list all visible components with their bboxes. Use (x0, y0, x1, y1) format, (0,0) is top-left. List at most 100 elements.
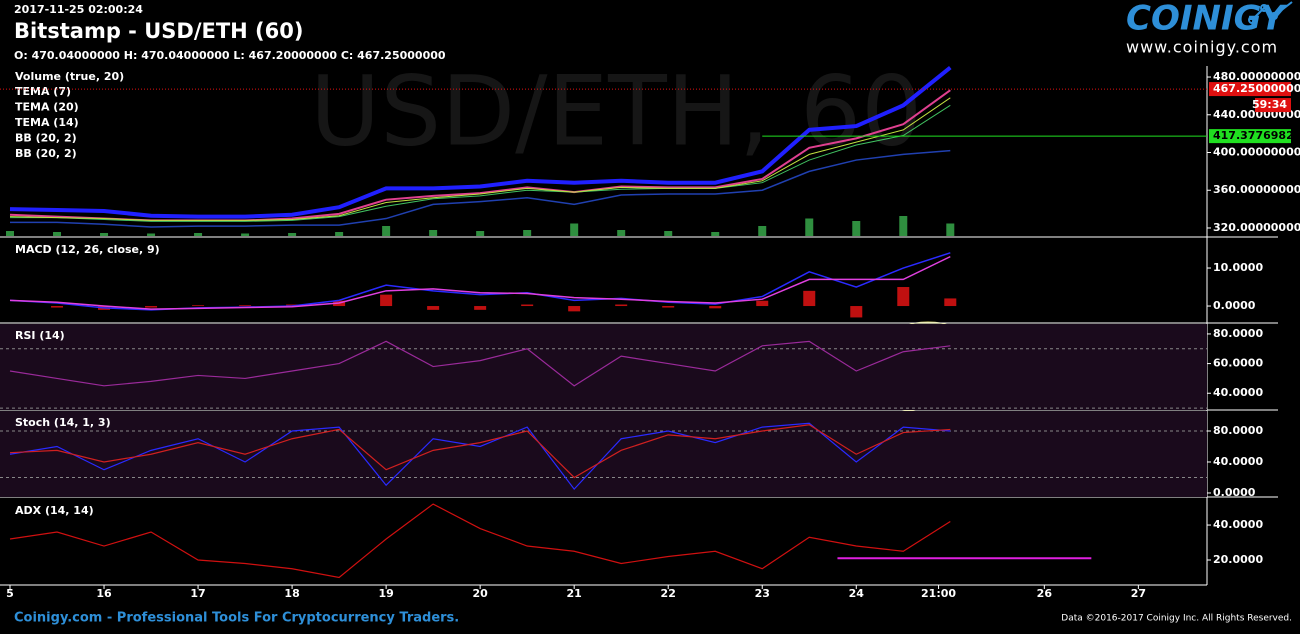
logo-url: www.coinigy.com (1126, 38, 1278, 57)
volume-bar (946, 223, 955, 236)
y-tick-label: 80.0000 (1213, 424, 1263, 437)
last-price-tag (1209, 82, 1291, 97)
y-tick-label: 40.0000 (1213, 386, 1263, 399)
y-tick-label: 480.00000000 (1213, 70, 1300, 83)
y-tick-label: 40.0000 (1213, 455, 1263, 468)
logo-icon (1248, 1, 1293, 24)
panel-title: RSI (14) (15, 329, 65, 342)
volume-bar (570, 223, 579, 236)
x-tick-label: 26 (1037, 587, 1053, 600)
ohlc: O: 470.04000000 H: 470.04000000 L: 467.2… (14, 49, 446, 62)
volume-bar (53, 232, 62, 236)
panel-title: Stoch (14, 1, 3) (15, 416, 111, 429)
footer-right: Data ©2016-2017 Coinigy Inc. All Rights … (1061, 614, 1292, 624)
volume-bar (664, 231, 673, 236)
histogram-bar (662, 306, 675, 308)
histogram-bar (568, 306, 581, 312)
histogram-bar (286, 304, 299, 307)
histogram-bar (709, 306, 722, 309)
histogram-bar (850, 306, 863, 318)
volume-bar (382, 226, 391, 236)
volume-bar (288, 233, 297, 236)
x-tick-label: 5 (6, 587, 14, 600)
legend-label: TEMA (14) (15, 116, 79, 129)
legend-label: BB (20, 2) (15, 147, 77, 160)
x-tick-label: 23 (755, 587, 770, 600)
y-tick-label: 360.00000000 (1213, 183, 1300, 196)
page-title: Bitstamp - USD/ETH (60) (14, 19, 303, 43)
legend-label: BB (20, 2) (15, 132, 77, 145)
oscillator-line (9, 424, 951, 479)
legend-label: TEMA (20) (15, 101, 79, 114)
histogram-bar (380, 294, 393, 307)
x-tick-label: 24 (849, 587, 865, 600)
oscillator-line (9, 503, 951, 579)
y-tick-label: 10.0000 (1213, 261, 1263, 274)
price-line-tag (1209, 129, 1291, 144)
y-tick-label: 60.0000 (1213, 357, 1263, 370)
volume-bar (429, 230, 438, 236)
legend-label: Volume (true, 20) (15, 70, 124, 83)
last-price-label: 467.25000000 (1213, 82, 1300, 95)
y-tick-label: 20.0000 (1213, 553, 1263, 566)
legend-label: TEMA (7) (15, 85, 71, 98)
indicator-line (10, 104, 951, 222)
panel-background (0, 411, 1207, 497)
logo-name: COINIGY (1126, 0, 1288, 39)
histogram-bar (427, 306, 440, 310)
signal-line (9, 255, 951, 310)
histogram-bar (803, 290, 816, 307)
volume-bar (805, 218, 814, 236)
y-tick-label: 40.0000 (1213, 518, 1263, 531)
y-tick-label: 0.0000 (1213, 299, 1256, 312)
histogram-bar (474, 306, 487, 310)
y-tick-label: 80.0000 (1213, 327, 1263, 340)
price-line-label: 417.37769829 (1213, 129, 1300, 142)
y-tick-label: 320.00000000 (1213, 221, 1300, 234)
histogram-bar (944, 298, 957, 307)
countdown: 59:34 (1252, 98, 1287, 111)
volume-bar (899, 216, 908, 236)
y-tick-label: 0.0000 (1213, 486, 1256, 499)
histogram-bar (756, 300, 769, 307)
volume-bar (335, 232, 344, 236)
indicator-line (9, 66, 952, 219)
volume-bar (617, 230, 626, 236)
x-tick-label: 17 (190, 587, 205, 600)
volume-bar (523, 230, 532, 236)
oscillator-line (9, 340, 951, 387)
volume-bar (194, 233, 203, 236)
volume-bar (758, 226, 767, 236)
panel-title: MACD (12, 26, close, 9) (15, 243, 160, 256)
y-tick-label: 400.00000000 (1213, 146, 1300, 159)
histogram-bar (239, 305, 252, 307)
x-tick-label: 19 (378, 587, 393, 600)
x-tick-label: 16 (96, 587, 112, 600)
indicator-line (10, 149, 951, 228)
volume-bar (852, 221, 861, 236)
x-tick-label: 21 (567, 587, 582, 600)
footer-left: Coinigy.com - Professional Tools For Cry… (14, 611, 459, 626)
volume-bar (241, 233, 250, 236)
volume-bar (6, 231, 14, 236)
volume-bar (100, 233, 109, 236)
timestamp: 2017-11-25 02:00:24 (14, 3, 143, 16)
x-tick-label: 20 (472, 587, 488, 600)
x-tick-label: 22 (661, 587, 676, 600)
watermark: USD/ETH, 60 (310, 55, 922, 167)
oscillator-line (9, 422, 951, 491)
volume-bar (711, 232, 720, 236)
x-tick-label: 21:00 (921, 587, 956, 600)
countdown-tag (1255, 98, 1291, 113)
histogram-bar (145, 306, 158, 308)
histogram-bar (897, 287, 910, 307)
x-tick-label: 18 (284, 587, 299, 600)
volume-bar (476, 231, 485, 236)
histogram-bar (51, 306, 64, 308)
histogram-bar (615, 304, 628, 307)
x-tick-label: 27 (1131, 587, 1146, 600)
volume-bar (147, 233, 156, 236)
histogram-bar (521, 304, 534, 307)
